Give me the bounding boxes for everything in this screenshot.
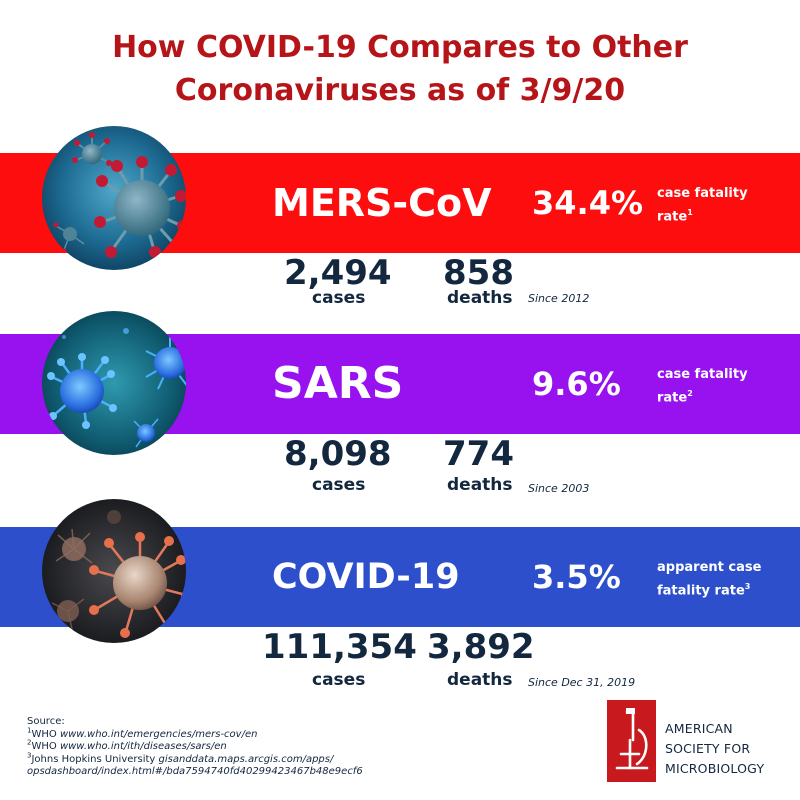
sars-cases-value: 8,098 — [284, 434, 392, 474]
source-item-1: 1WHO www.who.int/emergencies/mers-cov/en — [27, 726, 258, 740]
mers-cases-label: cases — [312, 288, 366, 308]
asm-logo-text: AMERICAN SOCIETY FOR MICROBIOLOGY — [665, 721, 765, 776]
source-item-2: 2WHO www.who.int/ith/diseases/sars/en — [27, 738, 227, 752]
source-link-2[interactable]: www.who.int/ith/diseases/sars/en — [59, 741, 227, 752]
covid-fatality-rate: 3.5% — [532, 558, 621, 596]
covid-cases-value: 111,354 — [262, 627, 417, 667]
sars-virus-particle-icon — [42, 311, 186, 455]
mers-name: MERS-CoV — [272, 181, 492, 225]
sars-deaths-value: 774 — [443, 434, 514, 474]
covid-rate-label: apparent case fatality rate3 — [657, 560, 762, 599]
covid-name: COVID-19 — [272, 557, 460, 597]
page-title-line-1: How COVID-19 Compares to Other — [112, 30, 688, 65]
mers-cases-value: 2,494 — [284, 253, 392, 293]
source-notes: Source: 1WHO www.who.int/emergencies/mer… — [27, 716, 467, 779]
sars-since: Since 2003 — [528, 482, 590, 495]
mers-virus-particle-icon — [42, 126, 186, 270]
sars-deaths-label: deaths — [447, 475, 513, 495]
source-link-1[interactable]: www.who.int/emergencies/mers-cov/en — [59, 728, 258, 740]
mers-rate-label: case fatality rate1 — [657, 186, 748, 225]
source-heading: Source: — [27, 716, 65, 727]
mers-deaths-value: 858 — [443, 253, 514, 293]
sars-name: SARS — [272, 358, 404, 409]
mers-fatality-rate: 34.4% — [532, 184, 644, 222]
covid-since: Since Dec 31, 2019 — [528, 676, 636, 689]
covid-deaths-value: 3,892 — [427, 627, 535, 667]
sars-fatality-rate: 9.6% — [532, 365, 621, 403]
source-link-3-continuation[interactable]: opsdashboard/index.html#/bda7594740fd402… — [27, 766, 363, 777]
sars-rate-label: case fatality rate2 — [657, 367, 748, 406]
page-title-line-2: Coronaviruses as of 3/9/20 — [174, 73, 626, 108]
source-link-3[interactable]: gisanddata.maps.arcgis.com/apps/ — [158, 753, 334, 765]
covid-deaths-label: deaths — [447, 670, 513, 690]
mers-deaths-label: deaths — [447, 288, 513, 308]
covid-virus-particle-icon — [42, 499, 186, 643]
mers-since: Since 2012 — [528, 292, 590, 305]
sars-cases-label: cases — [312, 475, 366, 495]
source-item-3: 3Johns Hopkins University gisanddata.map… — [27, 751, 334, 765]
covid-cases-label: cases — [312, 670, 366, 690]
microscope-icon — [607, 700, 656, 782]
